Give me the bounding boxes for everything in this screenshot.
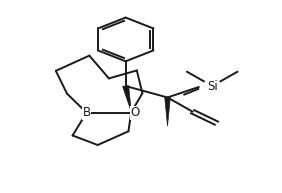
- Polygon shape: [165, 97, 170, 126]
- Text: Si: Si: [207, 80, 218, 92]
- Text: O: O: [130, 106, 140, 119]
- Polygon shape: [123, 86, 131, 112]
- Text: B: B: [83, 106, 91, 119]
